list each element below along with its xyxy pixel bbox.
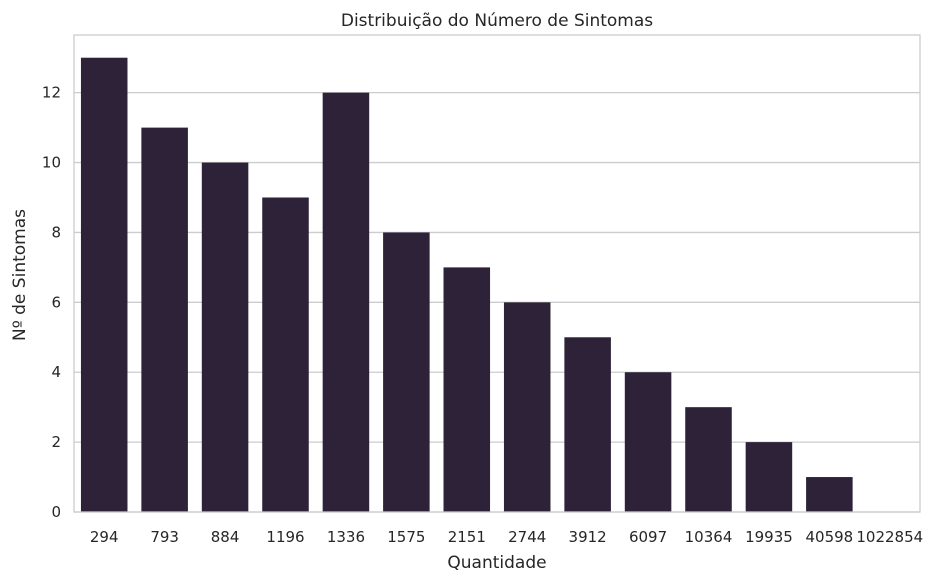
bar-6097 [624, 372, 672, 512]
x-tick-label-10364: 10364 [685, 528, 733, 546]
x-tick-label-1336: 1336 [327, 528, 365, 546]
x-tick-label-6097: 6097 [629, 528, 667, 546]
x-axis-label: Quantidade [447, 553, 546, 573]
y-tick-label-6: 6 [51, 293, 61, 311]
bar-294 [80, 57, 128, 512]
grid-lines [74, 92, 920, 513]
x-tick-label-1022854: 1022854 [856, 528, 923, 546]
bar-10364 [685, 407, 732, 512]
x-tick-label-1575: 1575 [387, 528, 425, 546]
x-tick-label-19935: 19935 [745, 528, 793, 546]
y-axis-label: Nº de Sintomas [10, 209, 30, 341]
bar-2151 [443, 267, 491, 512]
y-tick-label-2: 2 [51, 433, 61, 451]
x-tick-label-3912: 3912 [569, 528, 607, 546]
bar-40598 [806, 477, 853, 512]
x-tick-labels: 294 793 884 1196 1336 1575 2151 2744 3912 6097 103… [90, 528, 923, 546]
bar-3912 [564, 337, 611, 512]
y-tick-label-0: 0 [51, 503, 61, 521]
chart-title: Distribuição do Número de Sintomas [341, 11, 653, 31]
y-tick-label-8: 8 [51, 223, 61, 241]
bar-1336 [322, 92, 370, 513]
y-tick-labels: 0 2 4 6 8 10 12 [42, 84, 61, 521]
x-tick-label-2151: 2151 [448, 528, 486, 546]
y-tick-label-4: 4 [51, 363, 61, 381]
y-tick-label-10: 10 [42, 154, 61, 172]
bar-793 [141, 127, 188, 512]
x-tick-label-40598: 40598 [805, 528, 853, 546]
x-tick-label-2744: 2744 [508, 528, 546, 546]
x-tick-label-1196: 1196 [266, 528, 304, 546]
bars [80, 57, 853, 513]
bar-884 [201, 162, 249, 513]
bar-19935 [745, 442, 793, 512]
bar-2744 [503, 302, 551, 512]
bar-1575 [383, 232, 430, 512]
plot-frame [73, 34, 921, 513]
x-tick-label-884: 884 [211, 528, 240, 546]
x-tick-label-294: 294 [90, 528, 119, 546]
y-tick-label-12: 12 [42, 84, 61, 102]
bar-1196 [262, 197, 309, 512]
x-tick-label-793: 793 [150, 528, 179, 546]
